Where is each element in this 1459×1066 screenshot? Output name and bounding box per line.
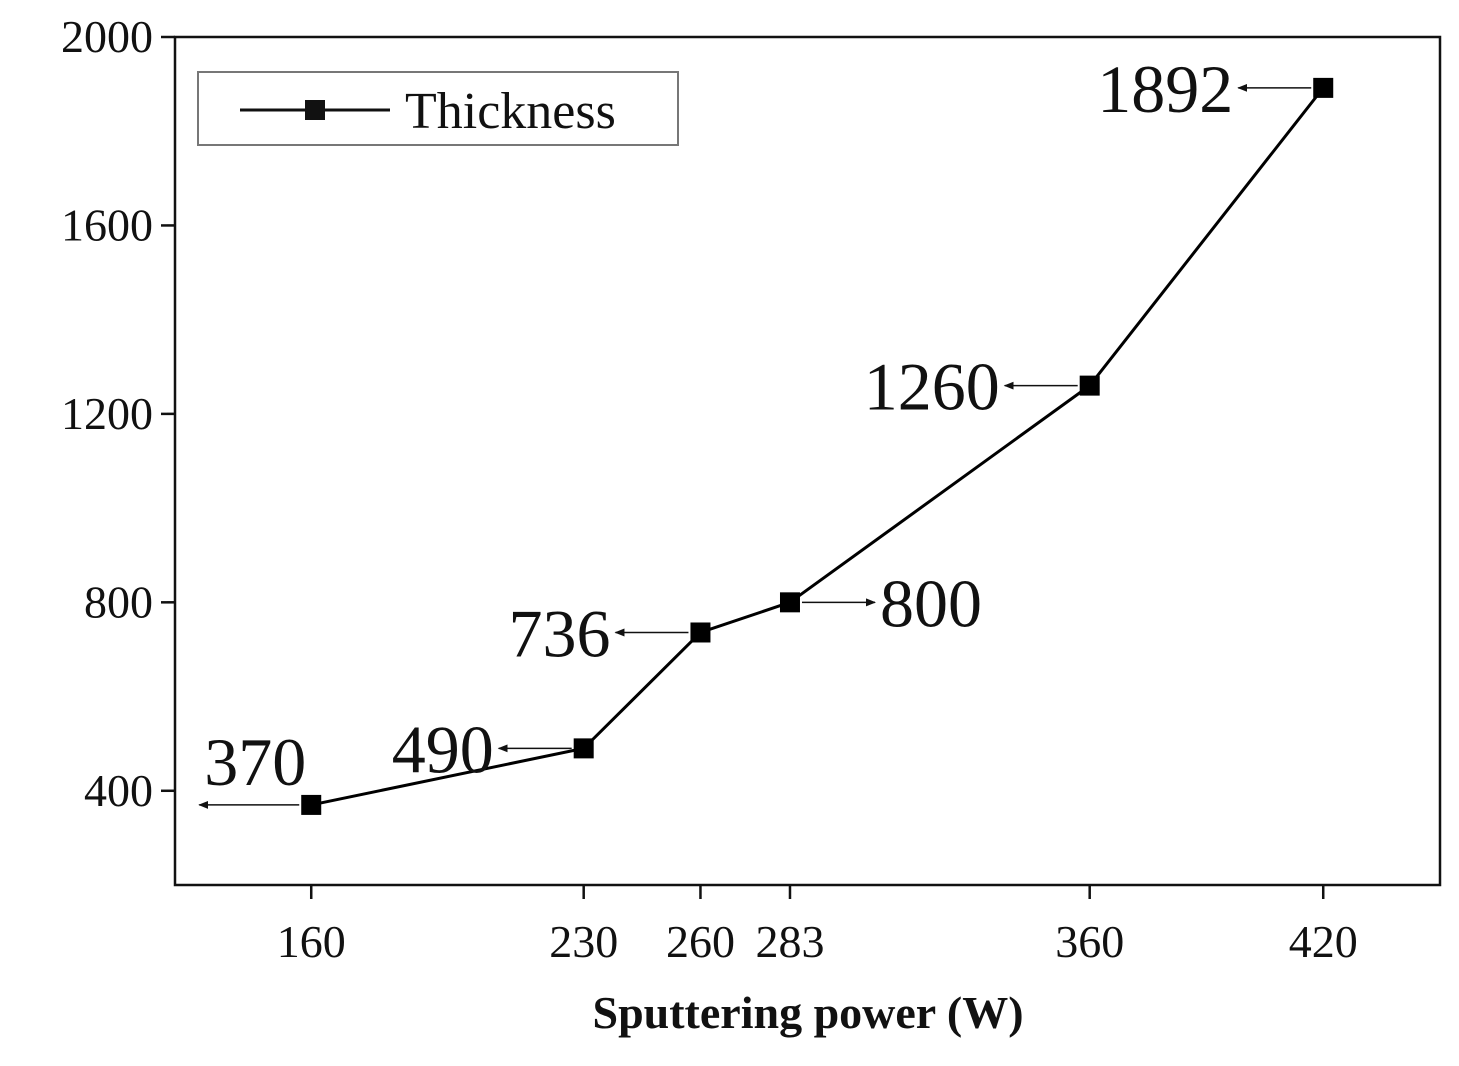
y-tick-label: 2000	[61, 11, 153, 62]
x-tick-label: 230	[549, 916, 618, 967]
data-point	[301, 794, 322, 815]
legend-marker	[305, 100, 325, 120]
plot-frame	[173, 35, 1442, 887]
x-axis-title: Sputtering power (W)	[592, 987, 1023, 1038]
data-point	[1079, 375, 1100, 396]
data-label: 800	[880, 565, 982, 641]
data-label: 370	[204, 724, 306, 800]
data-label: 1892	[1097, 51, 1233, 127]
series-thickness	[301, 77, 1334, 815]
legend-box	[197, 71, 679, 146]
x-axis: 160 230 260 283 360 420	[277, 885, 1358, 967]
data-point	[779, 592, 800, 613]
x-tick-label: 283	[755, 916, 824, 967]
data-point	[690, 622, 711, 643]
data-label: 490	[392, 711, 494, 787]
y-tick-label: 1600	[61, 199, 153, 250]
x-tick-label: 360	[1055, 916, 1124, 967]
legend-label: Thickness	[405, 83, 616, 140]
legend: Thickness	[197, 71, 679, 146]
y-tick-label: 400	[84, 765, 153, 816]
data-point	[573, 738, 594, 759]
data-point	[1313, 77, 1334, 98]
data-label: 1260	[864, 349, 1000, 425]
y-tick-label: 1200	[61, 388, 153, 439]
x-tick-label: 420	[1289, 916, 1358, 967]
x-tick-label: 260	[666, 916, 735, 967]
x-tick-label: 160	[277, 916, 346, 967]
y-axis: 400 800 1200 1600 2000	[61, 11, 175, 816]
data-label: 736	[508, 595, 610, 671]
y-tick-label: 800	[84, 576, 153, 627]
series-line	[310, 86, 1325, 807]
